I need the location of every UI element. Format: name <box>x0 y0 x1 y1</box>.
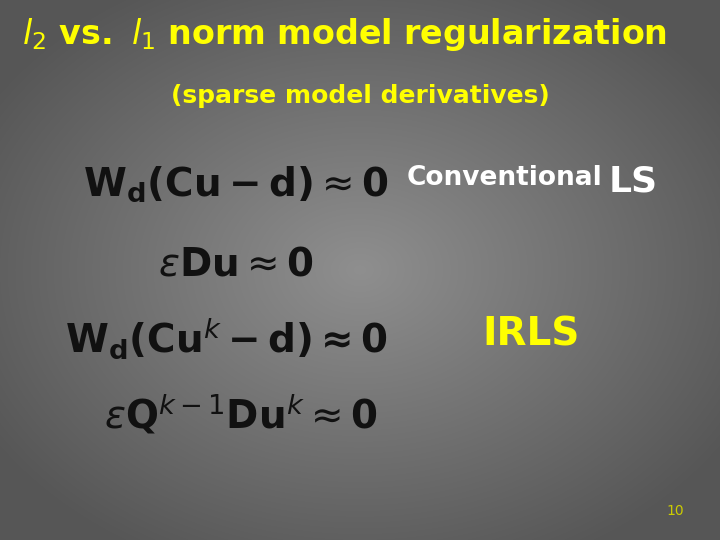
Text: Conventional: Conventional <box>407 165 603 191</box>
Text: (sparse model derivatives): (sparse model derivatives) <box>171 84 549 107</box>
Text: IRLS: IRLS <box>482 316 580 354</box>
Text: $\varepsilon\mathbf{Du}\approx\mathbf{0}$: $\varepsilon\mathbf{Du}\approx\mathbf{0}… <box>158 246 314 284</box>
Text: $\mathbf{W_d}\mathbf{(Cu-d)}\approx\mathbf{0}$: $\mathbf{W_d}\mathbf{(Cu-d)}\approx\math… <box>83 165 389 204</box>
Text: LS: LS <box>608 165 657 199</box>
Text: $\it{l}_2$ $\bf{vs.}$ $\it{l}_1$ $\bf{norm\ model\ regularization}$: $\it{l}_2$ $\bf{vs.}$ $\it{l}_1$ $\bf{no… <box>22 16 667 53</box>
Text: $\mathbf{W_d(Cu^{\it{k}}-d)\approx 0}$: $\mathbf{W_d(Cu^{\it{k}}-d)\approx 0}$ <box>65 316 388 361</box>
Text: 10: 10 <box>667 504 684 518</box>
Text: $\varepsilon\mathbf{Q}^{k-1}\mathbf{Du}^k\approx\mathbf{0}$: $\varepsilon\mathbf{Q}^{k-1}\mathbf{Du}^… <box>104 392 378 436</box>
